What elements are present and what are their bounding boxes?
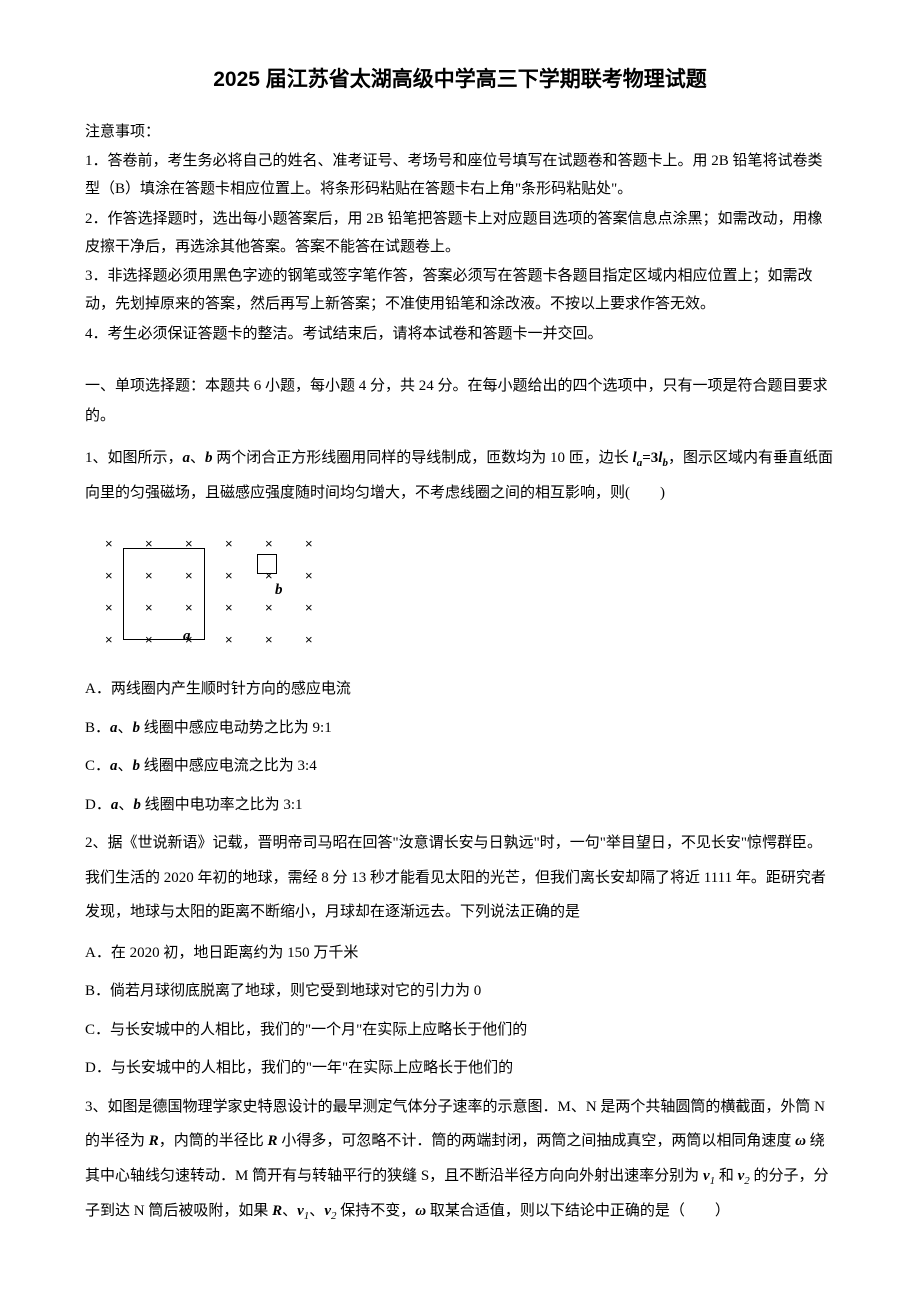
q1-t4: 两个闭合正方形线圈用同样的导线制成，匝数均为 10 匝，边长	[213, 450, 633, 466]
q2-option-d: D．与长安城中的人相比，我们的"一年"在实际上应略长于他们的	[85, 1051, 835, 1086]
field-x-mark: ×	[145, 532, 153, 557]
field-x-mark: ×	[185, 596, 193, 621]
notice-item-2: 2．作答选择题时，选出每小题答案后，用 2B 铅笔把答题卡上对应题目选项的答案信…	[85, 206, 835, 262]
field-x-mark: ×	[225, 564, 233, 589]
q3-c1: 、	[282, 1203, 297, 1219]
field-x-mark: ×	[145, 628, 153, 653]
q1-d-prefix: D．	[85, 797, 111, 813]
field-x-mark: ×	[265, 628, 273, 653]
q2-option-b: B．倘若月球彻底脱离了地球，则它受到地球对它的引力为 0	[85, 974, 835, 1009]
q1-c-mid: 、	[118, 758, 133, 774]
notice-item-1: 1．答卷前，考生务必将自己的姓名、准考证号、考场号和座位号填写在试题卷和答题卡上…	[85, 148, 835, 204]
q1-b-b: b	[133, 720, 141, 736]
q1-c-b: b	[133, 758, 141, 774]
field-x-mark: ×	[105, 628, 113, 653]
notice-header: 注意事项：	[85, 118, 835, 147]
q1-option-c: C．a、b 线圈中感应电流之比为 3:4	[85, 749, 835, 784]
notice-item-4: 4．考生必须保证答题卡的整洁。考试结束后，请将本试卷和答题卡一并交回。	[85, 321, 835, 349]
q3-p2: ，内筒的半径比	[159, 1133, 268, 1149]
notice-item-3: 3．非选择题必须用黑色字迹的钢笔或签字笔作答，答案必须写在答题卡各题目指定区域内…	[85, 263, 835, 319]
q2-option-a: A．在 2020 初，地日距离约为 150 万千米	[85, 936, 835, 971]
q1-t2: 、	[190, 450, 205, 466]
q3-v1b: v	[297, 1203, 304, 1219]
q1-option-d: D．a、b 线圈中电功率之比为 3:1	[85, 788, 835, 823]
q3-v2b: v	[324, 1203, 331, 1219]
q1-d-b: b	[133, 797, 141, 813]
field-x-mark: ×	[225, 628, 233, 653]
field-x-mark: ×	[185, 564, 193, 589]
q3-p6: 保持不变，	[336, 1203, 415, 1219]
field-x-mark: ×	[105, 564, 113, 589]
coil-b-label: b	[275, 576, 283, 605]
q1-b-a: a	[110, 720, 118, 736]
field-x-mark: ×	[305, 564, 313, 589]
q1-b-mid: 、	[118, 720, 133, 736]
section-1-header: 一、单项选择题：本题共 6 小题，每小题 4 分，共 24 分。在每小题给出的四…	[85, 371, 835, 431]
q1-c-prefix: C．	[85, 758, 110, 774]
q3-p7: 取某合适值，则以下结论中正确的是（ ）	[426, 1203, 730, 1219]
q1-c-text: 线圈中感应电流之比为 3:4	[140, 758, 317, 774]
q3-v1: v	[703, 1168, 710, 1184]
coil-a-box	[123, 548, 205, 640]
field-x-mark: ×	[305, 596, 313, 621]
q3-c2: 、	[309, 1203, 324, 1219]
q1-diagram: a b ××××××××××××××××××××××××	[85, 524, 335, 654]
field-x-mark: ×	[225, 532, 233, 557]
field-x-mark: ×	[185, 532, 193, 557]
field-x-mark: ×	[145, 564, 153, 589]
question-3: 3、如图是德国物理学家史特恩设计的最早测定气体分子速率的示意图．M、N 是两个共…	[85, 1090, 835, 1230]
exam-title: 2025 届江苏省太湖高级中学高三下学期联考物理试题	[85, 60, 835, 100]
field-x-mark: ×	[265, 564, 273, 589]
q1-b-prefix: B．	[85, 720, 110, 736]
q1-prefix: 1、如图所示，	[85, 450, 183, 466]
q2-option-c: C．与长安城中的人相比，我们的"一个月"在实际上应略长于他们的	[85, 1013, 835, 1048]
field-x-mark: ×	[225, 596, 233, 621]
field-x-mark: ×	[145, 596, 153, 621]
q1-b-text: 线圈中感应电动势之比为 9:1	[140, 720, 332, 736]
q3-p3: 小得多，可忽略不计．筒的两端封闭，两筒之间抽成真空，两筒以相同角速度	[278, 1133, 796, 1149]
question-2: 2、据《世说新语》记载，晋明帝司马昭在回答"汝意谓长安与日孰远"时，一句"举目望…	[85, 826, 835, 930]
field-x-mark: ×	[185, 628, 193, 653]
q1-var-b: b	[205, 450, 213, 466]
field-x-mark: ×	[265, 532, 273, 557]
q1-c-a: a	[110, 758, 118, 774]
q1-d-text: 线圈中电功率之比为 3:1	[141, 797, 303, 813]
field-x-mark: ×	[105, 596, 113, 621]
q1-d-mid: 、	[118, 797, 133, 813]
question-1: 1、如图所示，a、b 两个闭合正方形线圈用同样的导线制成，匝数均为 10 匝，边…	[85, 441, 835, 511]
field-x-mark: ×	[265, 596, 273, 621]
q3-R1: R	[149, 1133, 159, 1149]
field-x-mark: ×	[105, 532, 113, 557]
q1-eq: =3	[642, 450, 658, 466]
q3-R3: R	[272, 1203, 282, 1219]
q3-omega2: ω	[415, 1203, 426, 1219]
q1-option-a: A．两线圈内产生顺时针方向的感应电流	[85, 672, 835, 707]
field-x-mark: ×	[305, 532, 313, 557]
q3-R2: R	[268, 1133, 278, 1149]
q1-option-b: B．a、b 线圈中感应电动势之比为 9:1	[85, 711, 835, 746]
q3-omega1: ω	[795, 1133, 806, 1149]
field-x-mark: ×	[305, 628, 313, 653]
q3-and: 和	[715, 1168, 738, 1184]
q1-var-a: a	[183, 450, 191, 466]
